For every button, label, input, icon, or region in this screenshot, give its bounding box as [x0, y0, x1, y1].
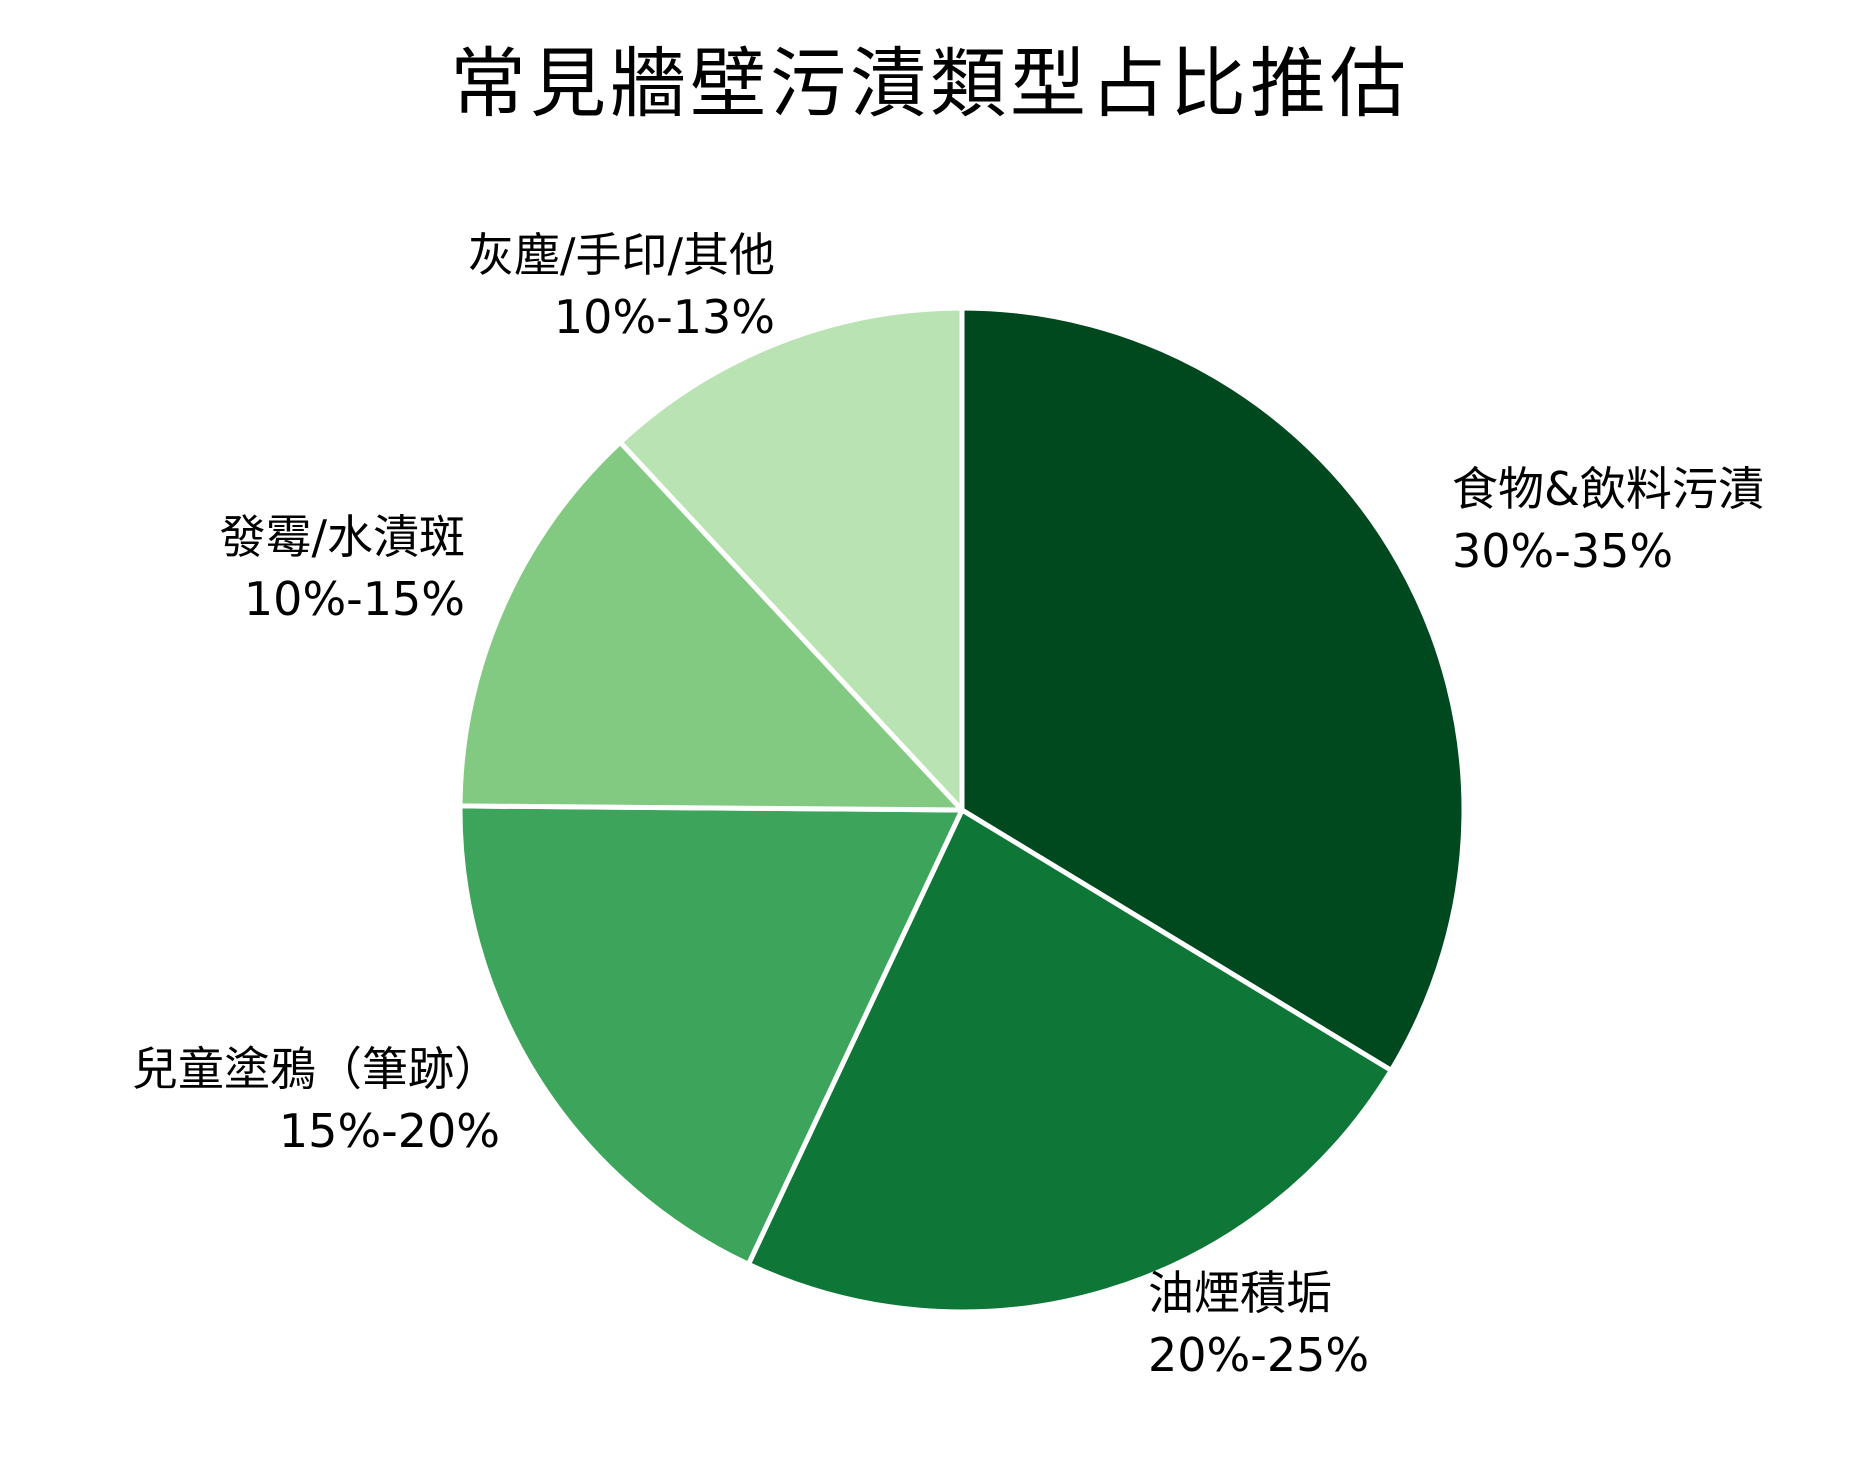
slice-label-range: 15%-20% — [278, 1104, 500, 1158]
slice-label-range: 10%-15% — [243, 572, 465, 626]
slice-label-range: 30%-35% — [1452, 524, 1674, 578]
pie-slice — [457, 803, 965, 1267]
slice-label-graffiti: 兒童塗鴉（筆跡） 15%-20% — [132, 1038, 500, 1162]
slice-label-mold: 發霉/水漬斑 10%-15% — [220, 506, 466, 630]
pie-slice — [457, 439, 965, 813]
slice-label-name: 發霉/水漬斑 — [219, 510, 466, 564]
slice-label-dust: 灰塵/手印/其他 10%-13% — [468, 224, 775, 348]
pie-slice — [745, 807, 1394, 1315]
slice-label-range: 20%-25% — [1148, 1328, 1370, 1382]
pie-slice — [959, 305, 1467, 1073]
slice-label-name: 油煙積垢 — [1148, 1266, 1332, 1320]
slice-label-food: 食物&飲料污漬 30%-35% — [1452, 458, 1764, 582]
pie-slice — [617, 305, 965, 813]
slice-label-name: 兒童塗鴉（筆跡） — [132, 1042, 500, 1096]
slice-label-name: 食物&飲料污漬 — [1452, 462, 1764, 516]
slice-label-name: 灰塵/手印/其他 — [468, 228, 775, 282]
slice-label-range: 10%-13% — [553, 290, 775, 344]
slice-label-grease: 油煙積垢 20%-25% — [1148, 1262, 1369, 1386]
chart-title: 常見牆壁污漬類型占比推估 — [450, 39, 1410, 128]
